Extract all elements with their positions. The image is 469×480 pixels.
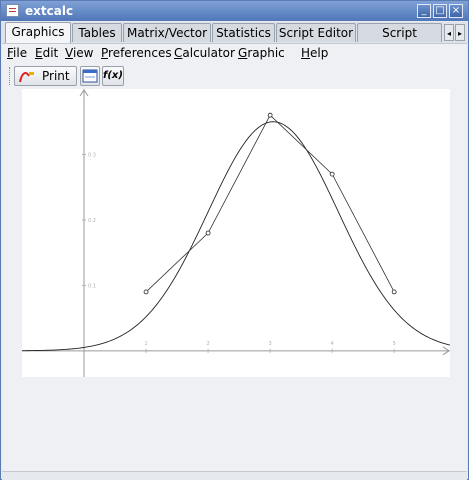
- x-tick-label: 4: [331, 341, 334, 347]
- minimize-button[interactable]: _: [417, 4, 431, 18]
- tab-tables[interactable]: Tables: [72, 23, 122, 42]
- graph-canvas[interactable]: 1 2 3 4 5 0.1 0.2 0.3: [22, 89, 450, 377]
- window-title: extcalc: [25, 4, 74, 18]
- toolbar-grip[interactable]: [9, 67, 12, 85]
- tab-scroll-left-icon[interactable]: ◂: [444, 24, 454, 41]
- maximize-button[interactable]: □: [433, 4, 447, 18]
- menu-help[interactable]: Help: [301, 46, 328, 60]
- title-bar[interactable]: extcalc _ □ ×: [1, 1, 468, 21]
- tab-script-console[interactable]: Script Console: [357, 23, 442, 58]
- print-button[interactable]: Print: [14, 66, 77, 86]
- menu-view-mnemonic: V: [65, 46, 73, 60]
- tab-scroll-right-icon[interactable]: ▸: [455, 24, 465, 41]
- data-point[interactable]: [143, 289, 149, 295]
- menu-edit[interactable]: Edit: [35, 46, 58, 60]
- function-button[interactable]: f(x): [102, 66, 124, 86]
- menu-help-label: elp: [310, 46, 329, 60]
- y-axis-arrow: [79, 89, 89, 97]
- menu-help-mnemonic: H: [301, 46, 311, 60]
- menu-calculator-label: alculator: [182, 46, 235, 60]
- tab-graphics[interactable]: Graphics: [5, 22, 71, 43]
- status-bar: [2, 471, 467, 480]
- x-tick-label: 5: [393, 341, 396, 347]
- menu-file-mnemonic: F: [7, 46, 14, 60]
- menu-calculator-mnemonic: C: [174, 46, 183, 60]
- y-tick-label: 0.3: [88, 152, 96, 158]
- x-tick-label: 3: [269, 341, 272, 347]
- app-icon: [6, 4, 19, 17]
- tab-bar: Graphics Tables Matrix/Vector Statistics…: [1, 22, 468, 58]
- menu-graphic-mnemonic: G: [238, 46, 248, 60]
- menu-preferences[interactable]: Preferences: [101, 46, 172, 60]
- menu-edit-label: dit: [42, 46, 59, 60]
- menu-bar: File Edit View Preferences Calculator Gr…: [2, 44, 467, 63]
- graph-pen-icon: [19, 72, 34, 83]
- menu-view-label: iew: [72, 46, 94, 60]
- x-tick-label: 2: [206, 341, 209, 347]
- menu-preferences-mnemonic: P: [101, 46, 109, 60]
- close-button[interactable]: ×: [449, 4, 463, 18]
- x-tick-label: 1: [144, 341, 147, 347]
- data-point[interactable]: [391, 289, 397, 295]
- menu-preferences-label: references: [108, 46, 172, 60]
- menu-graphic[interactable]: Graphic: [238, 46, 285, 60]
- print-button-label: Print: [42, 69, 70, 83]
- menu-graphic-label: raphic: [247, 46, 285, 60]
- menu-view[interactable]: View: [65, 46, 93, 60]
- window-button[interactable]: [80, 66, 100, 86]
- data-polyline-series: [145, 114, 395, 293]
- data-point[interactable]: [205, 230, 211, 236]
- tab-matrix-vector[interactable]: Matrix/Vector: [123, 23, 211, 42]
- smooth-curve-series: [22, 121, 450, 352]
- data-point[interactable]: [267, 112, 273, 118]
- x-axis-arrow: [442, 346, 450, 356]
- tab-statistics[interactable]: Statistics: [212, 23, 275, 42]
- tab-script-editor[interactable]: Script Editor: [276, 23, 356, 42]
- menu-file[interactable]: File: [7, 46, 27, 60]
- menu-file-label: ile: [13, 46, 28, 60]
- menu-edit-mnemonic: E: [35, 46, 43, 60]
- window-icon: [82, 69, 98, 83]
- y-tick-label: 0.2: [88, 218, 96, 224]
- data-point[interactable]: [329, 171, 335, 177]
- y-tick-label: 0.1: [88, 283, 96, 289]
- toolbar: Print f(x): [2, 64, 467, 88]
- menu-calculator[interactable]: Calculator: [174, 46, 235, 60]
